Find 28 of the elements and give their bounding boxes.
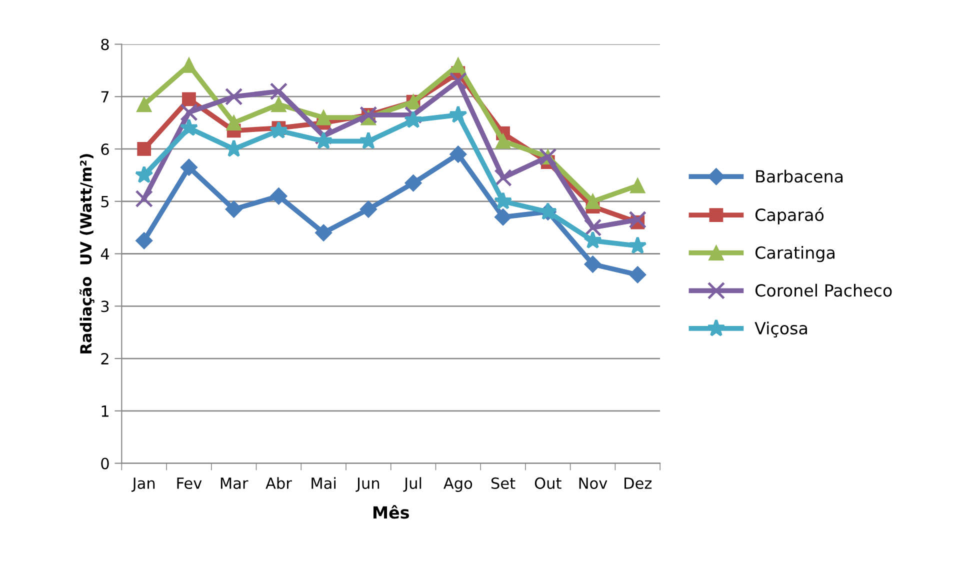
- x-tick-label: Nov: [579, 478, 608, 489]
- x-tick-label: Abr: [266, 477, 292, 489]
- legend-label: Barbacena: [756, 170, 843, 183]
- y-tick-label: 5: [101, 196, 109, 208]
- x-tick-label: Ago: [444, 478, 472, 492]
- y-tick-label: 1: [102, 406, 108, 417]
- y-tick-label: 8: [101, 38, 109, 50]
- x-tick-label: Set: [491, 477, 516, 489]
- x-tick-label: Out: [534, 477, 562, 489]
- x-tick-label: Dez: [624, 478, 652, 489]
- legend-label: Caparaó: [755, 208, 824, 224]
- y-tick-label: 2: [101, 352, 108, 364]
- legend-label: Caratinga: [755, 246, 834, 262]
- x-tick-label: Jan: [132, 478, 155, 492]
- legend-label: Coronel Pacheco: [755, 284, 892, 297]
- legend-label: Viçosa: [754, 322, 807, 338]
- y-tick-label: 6: [101, 143, 109, 156]
- x-tick-label: Jul: [403, 477, 422, 492]
- x-tick-label: Mai: [312, 477, 336, 489]
- y-tick-label: 0: [101, 458, 109, 470]
- y-tick-label: 7: [101, 91, 109, 102]
- y-tick-label: 4: [100, 248, 110, 260]
- x-axis-title: Mês: [373, 505, 409, 519]
- x-tick-label: Jun: [356, 478, 380, 492]
- y-tick-label: 3: [101, 300, 109, 312]
- x-tick-label: Mar: [220, 478, 248, 489]
- y-axis-title: Radiação UV (Watt/m²): [80, 154, 94, 354]
- x-tick-label: Fev: [177, 478, 202, 489]
